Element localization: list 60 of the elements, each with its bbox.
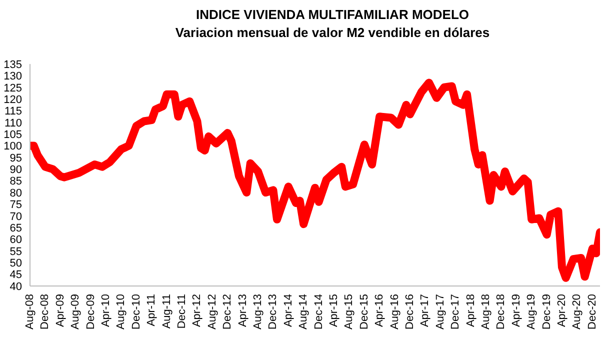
x-tick-label: Aug-14 — [298, 294, 310, 330]
x-tick-label: Apr-12 — [191, 294, 204, 328]
y-tick-label: 55 — [10, 246, 22, 258]
x-tick-label: Dec-18 — [495, 294, 508, 330]
y-tick-label: 110 — [4, 117, 22, 130]
x-tick-label: Dec-20 — [586, 294, 598, 330]
x-tick-label: Apr-18 — [464, 294, 477, 328]
x-tick-label: Dec-16 — [404, 294, 416, 330]
x-tick-label: Dec-10 — [130, 294, 142, 330]
y-tick-label: 45 — [10, 269, 22, 282]
x-tick-label: Apr-14 — [282, 294, 294, 328]
x-tick-label: Aug-18 — [480, 294, 492, 330]
x-tick-label: Dec-11 — [176, 294, 188, 329]
x-tick-label: Apr-20 — [556, 294, 568, 328]
y-tick-label: 60 — [10, 234, 22, 246]
y-tick-label: 120 — [4, 94, 22, 106]
y-tick-label: 130 — [4, 70, 22, 83]
x-tick-label: Aug-13 — [252, 294, 264, 330]
x-tick-label: Dec-13 — [267, 294, 280, 330]
y-tick-label: 75 — [10, 199, 22, 212]
chart-title: INDICE VIVIENDA MULTIFAMILIAR MODELO — [195, 7, 470, 22]
y-tick-label: 105 — [4, 129, 22, 142]
y-tick-label: 80 — [10, 187, 22, 200]
chart-subtitle: Variacion mensual de valor M2 vendible en dólares — [174, 25, 491, 40]
x-tick-label: Apr-17 — [419, 294, 432, 328]
x-tick-label: Dec-08 — [39, 294, 52, 330]
x-tick-label: Aug-08 — [24, 294, 36, 330]
x-tick-label: Apr-11 — [146, 294, 158, 326]
x-tick-label: Aug-17 — [434, 294, 446, 330]
y-tick-label: 95 — [10, 152, 22, 164]
y-tick-label: 40 — [10, 280, 22, 293]
x-tick-label: Aug-11 — [160, 294, 173, 329]
x-tick-label: Apr-10 — [100, 294, 112, 328]
x-tick-label: Dec-19 — [540, 294, 553, 330]
x-tick-label: Aug-12 — [206, 294, 218, 330]
y-tick-label: 70 — [10, 210, 22, 223]
y-tick-label: 125 — [4, 82, 22, 94]
x-tick-label: Dec-09 — [84, 294, 97, 330]
x-tick-label: Apr-13 — [236, 294, 249, 328]
x-tick-label: Aug-19 — [526, 294, 538, 330]
x-tick-label: Dec-17 — [450, 294, 462, 330]
y-tick-label: 50 — [10, 258, 22, 270]
x-tick-label: Apr-16 — [374, 294, 386, 328]
x-tick-label: Aug-09 — [70, 294, 82, 330]
y-tick-label: 65 — [10, 222, 22, 234]
y-tick-label: 85 — [10, 176, 22, 188]
x-tick-label: Dec-12 — [222, 294, 234, 330]
x-tick-label: Dec-14 — [312, 294, 325, 330]
x-tick-label: Aug-10 — [115, 294, 128, 330]
y-tick-label: 90 — [10, 164, 22, 176]
x-tick-label: Aug-16 — [388, 294, 401, 330]
y-tick-label: 115 — [4, 106, 22, 118]
x-tick-label: Apr-09 — [54, 294, 66, 328]
x-tick-label: Dec-15 — [358, 294, 370, 330]
x-tick-label: Aug-15 — [343, 294, 356, 330]
y-tick-label: 135 — [4, 58, 22, 71]
x-tick-label: Apr-19 — [510, 294, 522, 328]
x-tick-label: Aug-20 — [571, 294, 584, 330]
y-tick-label: 100 — [4, 140, 22, 153]
x-tick-label: Apr-15 — [328, 294, 340, 328]
